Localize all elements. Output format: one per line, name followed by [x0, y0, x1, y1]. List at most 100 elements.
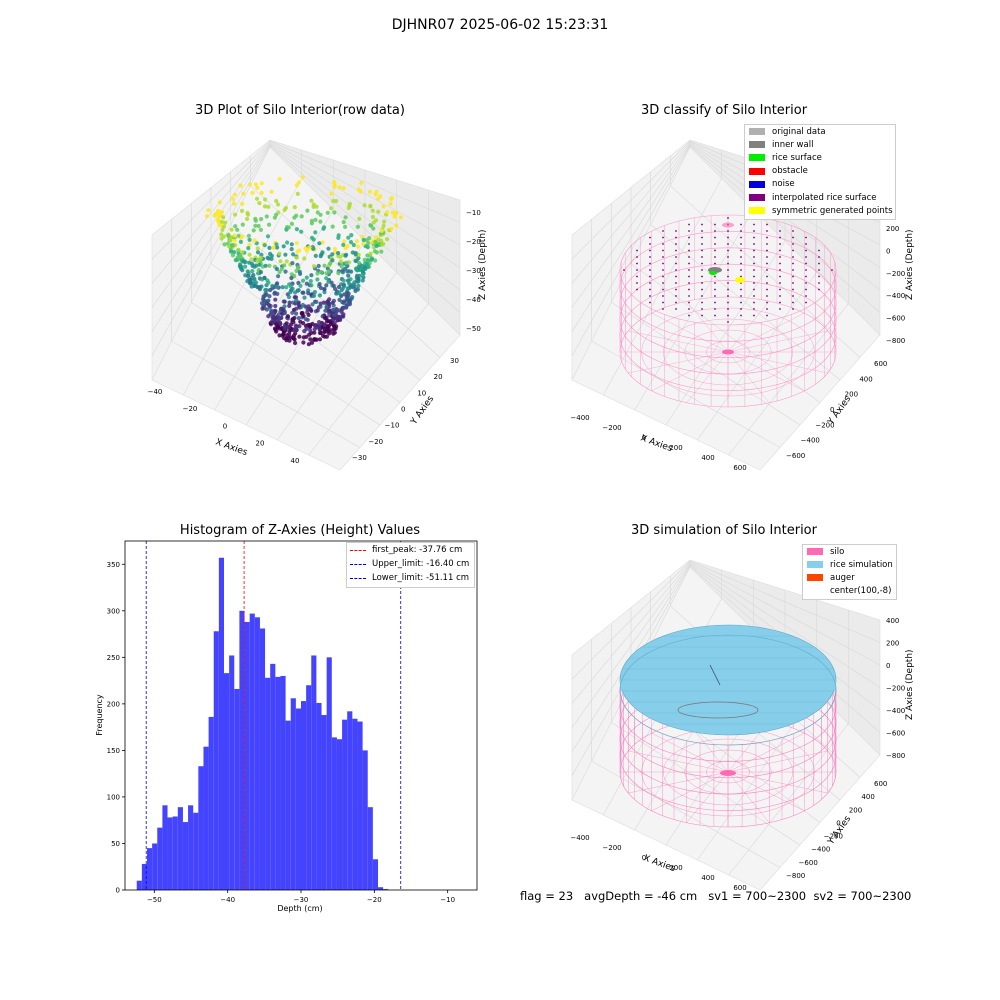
data-point: [304, 334, 309, 339]
data-point: [351, 242, 356, 248]
histogram-bar: [254, 617, 260, 890]
data-point: [326, 323, 331, 329]
classify-legend: original data inner wall rice surface obsta…: [744, 124, 896, 220]
legend-label: obstacle: [772, 166, 808, 177]
data-point: [277, 176, 282, 182]
data-point: [283, 269, 288, 274]
histogram-bar: [203, 746, 209, 890]
data-point: [295, 191, 300, 196]
interpolated-point: [753, 230, 755, 232]
data-point: [382, 219, 387, 224]
data-point: [379, 228, 384, 233]
data-point: [322, 329, 327, 335]
legend-label: first_peak: -37.76 cm: [372, 545, 463, 555]
y-tick-label: 10: [417, 389, 426, 397]
data-point: [296, 316, 301, 321]
data-point: [370, 208, 375, 213]
silo-floor-spoke: [651, 771, 729, 812]
x-tick-label: 400: [701, 874, 714, 882]
data-point: [366, 241, 371, 246]
y-tick-label: 400: [861, 793, 874, 801]
data-point: [275, 318, 280, 323]
interpolated-point: [636, 256, 638, 258]
z-tick-label: 0: [886, 662, 890, 670]
data-point: [304, 275, 309, 280]
data-point: [392, 214, 397, 219]
legend-label: rice surface: [772, 152, 822, 163]
data-point: [254, 263, 259, 268]
data-point: [313, 253, 318, 258]
data-point: [308, 279, 313, 284]
interpolated-point: [727, 321, 729, 323]
interpolated-point: [818, 282, 820, 284]
data-point: [311, 246, 316, 251]
interpolated-point: [779, 230, 781, 232]
data-point: [316, 263, 321, 269]
data-point: [326, 246, 331, 251]
data-point: [356, 283, 361, 288]
data-point: [226, 233, 231, 238]
interpolated-point: [818, 275, 820, 278]
data-point: [294, 268, 299, 273]
histogram-bar: [321, 715, 327, 890]
data-point: [385, 237, 390, 242]
y-tick-label: −600: [786, 452, 805, 460]
interpolated-point: [714, 230, 716, 232]
data-point: [294, 311, 299, 316]
interpolated-point: [662, 249, 664, 252]
data-point: [350, 295, 355, 300]
data-point: [228, 249, 234, 254]
data-point: [294, 324, 299, 329]
data-point: [276, 274, 281, 279]
data-point: [361, 237, 366, 243]
data-point: [346, 273, 351, 278]
z-axis-label: Z Axies (Depth): [478, 229, 488, 300]
data-point: [255, 185, 260, 190]
interpolated-point: [649, 236, 651, 239]
data-point: [284, 338, 289, 343]
data-point: [220, 227, 225, 232]
data-point: [278, 259, 283, 264]
data-point: [318, 219, 323, 224]
grid-line: [728, 303, 849, 456]
histogram-bar: [141, 863, 147, 890]
top-center-marker: [722, 222, 734, 228]
silo-floor-spoke: [727, 351, 828, 374]
y-tick-label: 300: [107, 607, 120, 615]
interpolated-point: [714, 249, 716, 252]
interpolated-point: [714, 223, 716, 226]
data-point: [339, 293, 344, 299]
data-point: [318, 301, 323, 306]
interpolated-point: [636, 269, 638, 271]
interpolated-point: [701, 269, 703, 271]
data-point: [336, 251, 341, 256]
interpolated-point: [753, 295, 755, 297]
data-point: [221, 234, 226, 239]
silo-floor-spoke: [628, 351, 729, 374]
histogram-bar: [224, 673, 230, 890]
data-point: [250, 263, 255, 268]
interpolated-point: [675, 301, 677, 304]
data-point: [247, 252, 252, 257]
legend-swatch: [749, 194, 765, 202]
silo-floor-spoke: [727, 771, 770, 823]
histogram-legend: first_peak: -37.76 cm Upper_limit: -16.40…: [346, 542, 475, 588]
data-point: [314, 299, 319, 304]
z-tick-label: −30: [466, 267, 481, 275]
interpolated-point: [818, 269, 820, 271]
interpolated-point: [740, 275, 742, 278]
silo-floor-spoke: [727, 301, 770, 353]
data-point: [274, 212, 279, 217]
floor-center-marker: [720, 770, 736, 776]
data-point: [336, 235, 341, 240]
data-point: [282, 263, 287, 268]
data-point: [259, 190, 264, 195]
interpolated-point: [779, 288, 781, 291]
data-point: [233, 224, 238, 229]
z-tick-label: −200: [886, 685, 905, 693]
x-tick-label: 400: [701, 454, 714, 462]
interpolated-point: [701, 314, 703, 317]
data-point: [324, 327, 329, 332]
silo-floor-spoke: [628, 771, 729, 794]
interpolated-point: [805, 301, 807, 304]
